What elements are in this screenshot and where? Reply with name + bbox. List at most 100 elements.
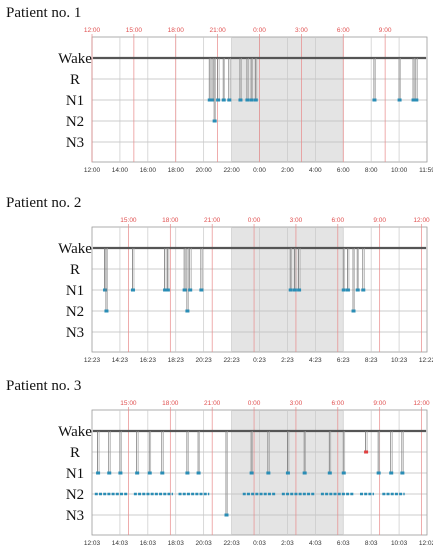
stage-point: [185, 471, 190, 475]
top-tick-label: 6:00: [337, 27, 350, 34]
stage-point: [147, 471, 152, 475]
stage-point: [224, 513, 229, 517]
top-tick-label: 0:00: [248, 217, 261, 224]
stage-point: [411, 98, 416, 102]
top-tick-label: 9:00: [373, 400, 386, 407]
x-tick-label: 0:03: [253, 540, 266, 547]
top-tick-label: 12:00: [84, 27, 101, 34]
x-tick-label: 14:23: [112, 357, 129, 364]
stage-point: [212, 119, 217, 123]
stage-point: [400, 471, 405, 475]
x-tick-label: 22:03: [223, 540, 240, 547]
x-tick-label: 16:23: [140, 357, 157, 364]
y-stage-label: N2: [66, 114, 84, 130]
x-tick-label: 20:00: [196, 167, 213, 174]
top-tick-label: 12:00: [413, 400, 430, 407]
stage-point: [207, 98, 212, 102]
x-tick-label: 6:23: [337, 357, 350, 364]
top-tick-label: 15:00: [120, 217, 137, 224]
stage-point: [345, 288, 350, 292]
stage-point: [96, 471, 101, 475]
stage-point: [104, 309, 109, 313]
y-stage-label: R: [70, 445, 80, 461]
stage-point: [249, 471, 254, 475]
stage-point: [414, 98, 419, 102]
x-tick-label: 10:23: [391, 357, 408, 364]
stage-point: [103, 288, 108, 292]
stage-point: [288, 288, 293, 292]
x-tick-label: 10:00: [391, 167, 408, 174]
x-tick-label: 22:00: [223, 167, 240, 174]
y-stage-label: N2: [66, 487, 84, 503]
top-tick-label: 21:00: [204, 400, 221, 407]
stage-point: [163, 288, 168, 292]
stage-point: [130, 288, 135, 292]
y-stage-label: N3: [66, 508, 84, 524]
top-tick-label: 18:00: [162, 217, 179, 224]
x-tick-label: 12:02: [419, 540, 433, 547]
top-tick-label: 15:00: [126, 27, 143, 34]
top-tick-label: 15:00: [120, 400, 137, 407]
x-tick-label: 8:23: [365, 357, 378, 364]
y-stage-label: R: [70, 262, 80, 278]
hypnogram-1: 12:00 14:00 16:00 18:00 20:00 22:00 0:00 2:00 4:…: [58, 27, 433, 174]
x-tick-label: 18:03: [168, 540, 185, 547]
chart-title: Patient no. 1: [6, 5, 82, 21]
x-tick-label: 14:00: [112, 167, 129, 174]
stage-point: [341, 288, 346, 292]
top-tick-label: 3:00: [295, 27, 308, 34]
y-stage-label: R: [70, 72, 80, 88]
stage-point: [221, 98, 226, 102]
x-tick-label: 2:23: [281, 357, 294, 364]
x-tick-label: 0:23: [253, 357, 266, 364]
x-tick-label: 16:00: [140, 167, 157, 174]
top-tick-label: 3:00: [290, 400, 303, 407]
stage-point: [118, 471, 123, 475]
y-stage-label: N3: [66, 135, 84, 151]
x-tick-label: 20:23: [196, 357, 213, 364]
x-tick-label: 12:23: [84, 357, 101, 364]
stage-point: [185, 309, 190, 313]
y-stage-label: Wake: [58, 51, 92, 67]
x-tick-label: 2:03: [281, 540, 294, 547]
stage-point: [165, 288, 170, 292]
stage-point: [292, 288, 297, 292]
x-tick-label: 12:03: [84, 540, 101, 547]
stage-point: [188, 288, 193, 292]
top-tick-label: 9:00: [379, 27, 392, 34]
y-stage-label: N3: [66, 325, 84, 341]
top-tick-label: 21:00: [204, 217, 221, 224]
stage-point: [351, 309, 356, 313]
x-tick-label: 4:00: [309, 167, 322, 174]
x-tick-label: 6:03: [337, 540, 350, 547]
stage-point: [364, 450, 369, 454]
x-tick-label: 11:59: [419, 167, 433, 174]
top-tick-label: 12:00: [413, 217, 430, 224]
y-stage-label: N1: [66, 283, 84, 299]
stage-point: [135, 471, 140, 475]
chart-title: Patient no. 2: [6, 195, 82, 211]
x-tick-label: 10:03: [391, 540, 408, 547]
stage-point: [196, 471, 201, 475]
top-tick-label: 6:00: [331, 400, 344, 407]
stage-point: [285, 471, 290, 475]
stage-point: [361, 288, 366, 292]
stage-point: [372, 98, 377, 102]
stage-point: [199, 288, 204, 292]
x-tick-label: 18:23: [168, 357, 185, 364]
y-stage-label: N1: [66, 93, 84, 109]
y-stage-label: Wake: [58, 424, 92, 440]
y-stage-label: Wake: [58, 241, 92, 257]
top-tick-label: 21:00: [209, 27, 226, 34]
top-tick-label: 0:00: [248, 400, 261, 407]
chart-panel-3: Patient no. 3 12:03 14:03 16:03 18:03 20:03 2…: [0, 378, 433, 548]
hypnogram-3: 12:03 14:03 16:03 18:03 20:03 22:03 0:03 2:03 4:…: [58, 400, 433, 547]
stage-point: [160, 471, 165, 475]
top-tick-label: 0:00: [253, 27, 266, 34]
top-tick-label: 18:00: [168, 27, 185, 34]
stage-point: [216, 98, 221, 102]
y-stage-label: N1: [66, 466, 84, 482]
stage-point: [245, 98, 250, 102]
chart-panel-2: Patient no. 2 12:23 14:23 16:23 18:23 20:23 2…: [0, 195, 433, 365]
stage-point: [341, 471, 346, 475]
